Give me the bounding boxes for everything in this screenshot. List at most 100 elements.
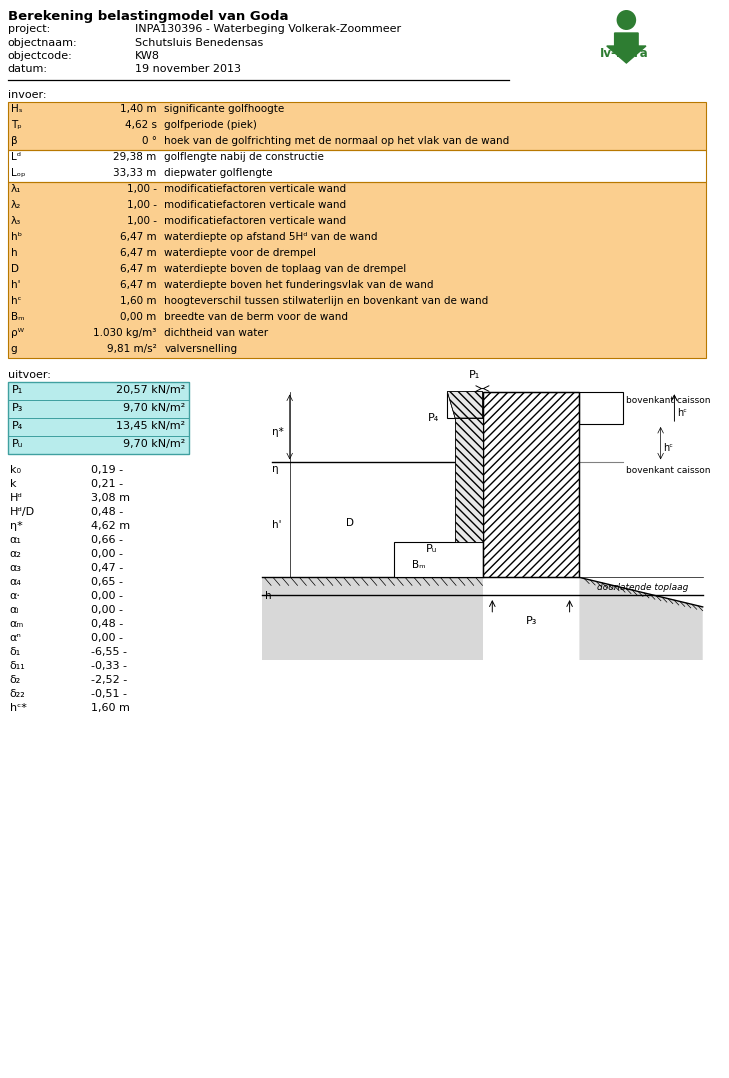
Bar	[8, 310, 706, 326]
Bar	[8, 134, 706, 150]
Text: hoogteverschil tussen stilwaterlijn en bovenkant van de wand: hoogteverschil tussen stilwaterlijn en b…	[165, 296, 488, 306]
Bar	[8, 182, 706, 358]
Text: objectcode:: objectcode:	[8, 51, 73, 61]
Text: 1,00 -: 1,00 -	[127, 201, 157, 210]
Text: hᶜ: hᶜ	[11, 296, 21, 306]
Text: 6,47 m: 6,47 m	[120, 280, 157, 290]
Text: waterdiepte boven het funderingsvlak van de wand: waterdiepte boven het funderingsvlak van…	[165, 280, 434, 290]
Text: valversnelling: valversnelling	[165, 344, 238, 354]
Text: hᶜ: hᶜ	[663, 443, 674, 453]
Text: doorlatende toplaag: doorlatende toplaag	[597, 583, 688, 592]
Text: λ₁: λ₁	[11, 184, 21, 194]
Text: Hᵈ: Hᵈ	[9, 493, 23, 503]
Text: hoek van de golfrichting met de normaal op het vlak van de wand: hoek van de golfrichting met de normaal …	[165, 136, 510, 146]
Bar	[8, 278, 706, 294]
Bar	[8, 150, 706, 182]
Bar	[8, 418, 189, 436]
Text: significante golfhoogte: significante golfhoogte	[165, 103, 284, 114]
Text: waterdiepte voor de drempel: waterdiepte voor de drempel	[165, 248, 316, 258]
Text: 0,00 -: 0,00 -	[91, 549, 123, 559]
Bar	[8, 182, 706, 198]
Text: hᶜ*: hᶜ*	[9, 703, 27, 713]
Bar	[8, 150, 706, 166]
Text: ρᵂ: ρᵂ	[11, 328, 24, 338]
Text: bovenkant caisson: bovenkant caisson	[626, 467, 711, 475]
Text: golflengte nabij de constructie: golflengte nabij de constructie	[165, 152, 324, 162]
Text: 0,47 -: 0,47 -	[91, 563, 123, 573]
Text: D: D	[11, 264, 19, 274]
Text: P₄: P₄	[12, 421, 23, 431]
Text: D: D	[346, 519, 354, 528]
Bar	[580, 391, 623, 424]
Bar	[8, 436, 189, 454]
Text: 1,60 m: 1,60 m	[91, 703, 130, 713]
Bar	[8, 166, 706, 182]
Text: 0,00 m: 0,00 m	[120, 312, 157, 322]
Text: η*: η*	[9, 521, 23, 531]
Bar	[448, 391, 483, 418]
Bar	[8, 215, 706, 230]
Bar	[483, 391, 580, 578]
Text: INPA130396 - Waterbeging Volkerak-Zoommeer: INPA130396 - Waterbeging Volkerak-Zoomme…	[135, 24, 401, 34]
Bar	[8, 118, 706, 134]
Text: 6,47 m: 6,47 m	[120, 232, 157, 241]
Text: modificatiefactoren verticale wand: modificatiefactoren verticale wand	[165, 201, 346, 210]
Bar	[8, 400, 189, 418]
Text: Bₘ: Bₘ	[412, 559, 426, 569]
Bar	[8, 382, 189, 400]
Text: 1,40 m: 1,40 m	[120, 103, 157, 114]
Text: objectnaam:: objectnaam:	[8, 38, 77, 47]
Text: P₄: P₄	[428, 413, 439, 423]
Text: h': h'	[11, 280, 20, 290]
Text: 9,70 kN/m²: 9,70 kN/m²	[122, 439, 185, 450]
Text: α₄: α₄	[9, 577, 22, 588]
Polygon shape	[262, 578, 483, 660]
Text: Bₘ: Bₘ	[11, 312, 24, 322]
Polygon shape	[607, 33, 646, 63]
Text: Lᵈ: Lᵈ	[11, 152, 20, 162]
Text: α⋅: α⋅	[9, 591, 20, 602]
Text: 0,00 -: 0,00 -	[91, 591, 123, 602]
Text: 0,19 -: 0,19 -	[91, 465, 123, 475]
Bar	[8, 198, 706, 215]
Text: αₗ: αₗ	[9, 605, 19, 616]
Text: diepwater golflengte: diepwater golflengte	[165, 168, 273, 178]
Text: waterdiepte op afstand 5Hᵈ van de wand: waterdiepte op afstand 5Hᵈ van de wand	[165, 232, 378, 241]
Text: uitvoer:: uitvoer:	[8, 370, 51, 381]
Text: breedte van de berm voor de wand: breedte van de berm voor de wand	[165, 312, 348, 322]
Text: 0,65 -: 0,65 -	[91, 577, 123, 588]
Text: α₁: α₁	[9, 535, 22, 545]
Text: project:: project:	[8, 24, 50, 34]
Text: k₀: k₀	[9, 465, 21, 475]
Bar	[8, 230, 706, 246]
Text: dichtheid van water: dichtheid van water	[165, 328, 268, 338]
Text: modificatiefactoren verticale wand: modificatiefactoren verticale wand	[165, 216, 346, 226]
Text: 20,57 kN/m²: 20,57 kN/m²	[116, 385, 185, 395]
Text: Tₚ: Tₚ	[11, 120, 22, 130]
Text: -2,52 -: -2,52 -	[91, 675, 128, 685]
Text: η: η	[272, 465, 278, 474]
Text: Hᵈ/D: Hᵈ/D	[9, 507, 35, 517]
Text: h': h'	[272, 520, 281, 530]
Text: invoer:: invoer:	[8, 89, 47, 100]
Text: 4,62 s: 4,62 s	[125, 120, 157, 130]
Text: 1.030 kg/m³: 1.030 kg/m³	[93, 328, 157, 338]
Polygon shape	[580, 578, 703, 660]
Text: η*: η*	[272, 427, 284, 437]
Text: 0,66 -: 0,66 -	[91, 535, 123, 545]
Text: α₂: α₂	[9, 549, 22, 559]
Bar	[8, 382, 189, 454]
Text: Pᵤ: Pᵤ	[426, 544, 437, 554]
Text: datum:: datum:	[8, 65, 48, 74]
Text: 0,00 -: 0,00 -	[91, 605, 123, 616]
Text: 0,21 -: 0,21 -	[91, 479, 123, 489]
Text: h: h	[11, 248, 17, 258]
Bar	[483, 391, 580, 578]
Text: α₃: α₃	[9, 563, 22, 573]
Text: k: k	[9, 479, 16, 489]
Text: g: g	[11, 344, 17, 354]
Text: 0,00 -: 0,00 -	[91, 633, 123, 642]
Bar	[8, 294, 706, 310]
Circle shape	[617, 10, 636, 30]
Text: hᵇ: hᵇ	[11, 232, 22, 241]
